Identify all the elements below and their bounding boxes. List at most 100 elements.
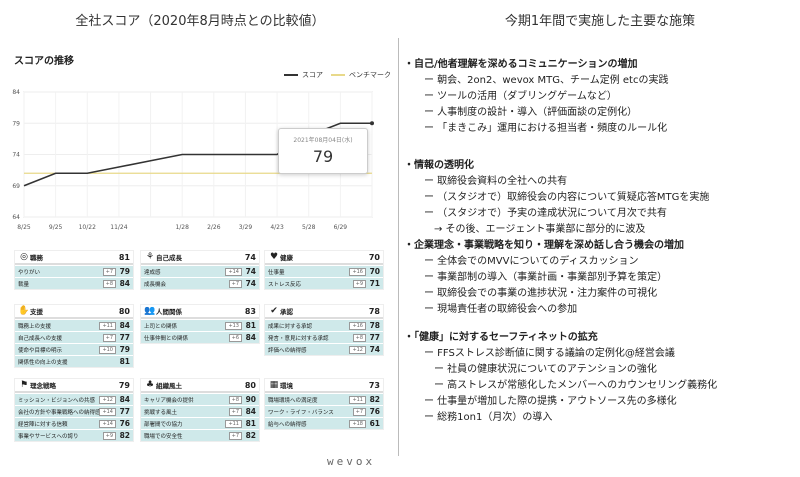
row-value: 81: [245, 321, 256, 330]
heart-icon: ♥: [269, 252, 279, 262]
card-row: ストレス反応 +9 71: [265, 278, 383, 289]
row-change-badge: +11: [349, 395, 366, 404]
row-value: 90: [245, 395, 256, 404]
row-label: 経営陣に対する信頼: [18, 421, 68, 428]
card-row: 部署間での協力 +11 81: [141, 418, 259, 429]
section-item: ー 取締役会資料の全社への共有: [424, 176, 568, 187]
card-row: 職場環境への満足度 +11 82: [265, 394, 383, 405]
card-score: 80: [244, 380, 256, 390]
card-header: ▦ 環境 73: [265, 379, 383, 393]
section-item: ー （スタジオで）予実の達成状況について月次で共有: [424, 208, 667, 219]
x-tick-label: 2/26: [207, 224, 221, 231]
x-tick-label: 11/24: [110, 224, 127, 231]
row-label: 仕事量: [268, 269, 285, 276]
row-change-badge: +7: [102, 333, 116, 342]
x-tick-label: 3/29: [239, 224, 253, 231]
card-score: 74: [244, 252, 256, 262]
card-score: 73: [368, 380, 380, 390]
y-tick-label: 64: [12, 214, 20, 221]
row-change-badge: +9: [352, 279, 366, 288]
card-name: 人間関係: [156, 308, 182, 316]
row-change-badge: +14: [99, 407, 116, 416]
row-label: 仕事仲間との関係: [144, 335, 188, 342]
row-label: 成長機会: [144, 281, 167, 288]
row-label: キャリア機会の提供: [144, 397, 194, 404]
row-change-badge: +10: [99, 345, 116, 354]
card-row: 評価への納得感 +12 74: [265, 344, 383, 355]
card-header: ✋ 支援 80: [15, 305, 133, 319]
people-icon: 👥: [144, 306, 156, 316]
y-tick-label: 74: [12, 152, 20, 159]
card-name: 環境: [280, 382, 293, 390]
card-9: ▦ 環境 73 職場環境への満足度 +11 82 ワーク・ライフ・バランス +7 76 給与への納…: [264, 378, 384, 430]
y-tick-label: 69: [12, 183, 20, 190]
flag-icon: ⚑: [19, 380, 29, 390]
section-item: → その後、エージェント事業部に部分的に波及: [424, 224, 646, 235]
card-header: ♣ 組織風土 80: [141, 379, 259, 393]
row-change-badge: +7: [228, 279, 242, 288]
row-change-badge: +7: [228, 407, 242, 416]
row-change-badge: +11: [99, 321, 116, 330]
section-item: ー 取締役会での事業の進捗状況・注力案件の可視化: [424, 288, 658, 299]
card-score: 83: [244, 306, 256, 316]
section-item: ー 現場責任者の取締役会への参加: [424, 304, 578, 315]
card-name: 理念戦略: [30, 382, 56, 390]
card-name: 組織風土: [156, 382, 182, 390]
card-row: 経営陣に対する信頼 +14 76: [15, 418, 133, 429]
row-label: ワーク・ライフ・バランス: [268, 409, 334, 416]
right-panel-title: 今期1年間で実施した主要な施策: [504, 14, 696, 29]
row-label: 成果に対する承認: [268, 323, 313, 330]
row-change-badge: +8: [102, 279, 116, 288]
row-change-badge: +7: [352, 407, 366, 416]
x-tick-label: 8/25: [17, 224, 31, 231]
row-value: 77: [119, 333, 130, 342]
row-label: 給与への納得感: [268, 421, 307, 428]
card-5: 👥 人間関係 83 上司との関係 +13 81 仕事仲間との関係 +6 84: [140, 304, 260, 344]
row-value: 61: [369, 419, 380, 428]
row-change-badge: +16: [349, 321, 366, 330]
card-row: ワーク・ライフ・バランス +7 76: [265, 406, 383, 417]
card-row: 給与への納得感 +18 61: [265, 418, 383, 429]
row-label: やりがい: [18, 269, 41, 276]
card-6: ✔ 承認 78 成果に対する承認 +16 78 発言・意見に対する承認 +8 77 評価への納得感…: [264, 304, 384, 356]
section-item: ー 社員の健康状況についてのアテンションの強化: [424, 364, 657, 375]
row-value: 76: [119, 419, 130, 428]
section-title: ・情報の透明化: [404, 160, 474, 171]
sprout-icon: ⚘: [145, 252, 155, 262]
row-value: 81: [245, 419, 256, 428]
y-tick-label: 84: [12, 89, 20, 96]
score-point: [370, 121, 374, 126]
x-tick-label: 4/23: [270, 224, 284, 231]
card-1: ◎ 職務 81 やりがい +7 79 裁量 +8 84: [14, 250, 134, 290]
row-change-badge: +9: [102, 431, 116, 440]
x-tick-label: 6/29: [334, 224, 348, 231]
card-row: 使命や目標の明示 +10 79: [15, 344, 133, 355]
chart-title: スコアの推移: [14, 56, 74, 67]
card-score: 79: [118, 380, 130, 390]
card-7: ⚑ 理念戦略 79 ミッション・ビジョンへの共感 +12 84 会社の方針や事業戦略への納得…: [14, 378, 134, 442]
card-name: 承認: [280, 308, 293, 316]
support-icon: ✋: [18, 306, 30, 316]
card-score: 81: [118, 252, 130, 262]
row-label: ミッション・ビジョンへの共感: [18, 397, 96, 404]
chart-legend: スコア ベンチマーク: [284, 70, 391, 80]
row-value: 84: [245, 333, 256, 342]
card-row: やりがい +7 79: [15, 266, 133, 277]
card-row: 職場での安全性 +7 82: [141, 430, 259, 441]
card-row: 会社の方針や事業戦略への納得感 +14 77: [15, 406, 133, 417]
section-item: ー FFSストレス診断値に関する議論の定例化@経営会議: [424, 348, 675, 359]
row-label: 裁量: [18, 281, 30, 288]
section-item: ー ツールの活用（ダブリングゲームなど）: [424, 91, 617, 102]
card-name: 自己成長: [156, 254, 182, 262]
card-score: 70: [368, 252, 380, 262]
card-row: 事業やサービスへの誇り +9 82: [15, 430, 133, 441]
row-change-badge: +8: [352, 333, 366, 342]
row-label: 上司との関係: [144, 323, 177, 330]
x-tick-label: 9/25: [49, 224, 63, 231]
card-row: 仕事量 +16 70: [265, 266, 383, 277]
legend-benchmark-swatch: [331, 74, 345, 76]
card-row: 自己成長への支援 +7 77: [15, 332, 133, 343]
card-name: 支援: [30, 308, 43, 316]
card-header: ♥ 健康 70: [265, 251, 383, 265]
card-row: 挑戦する風土 +7 84: [141, 406, 259, 417]
